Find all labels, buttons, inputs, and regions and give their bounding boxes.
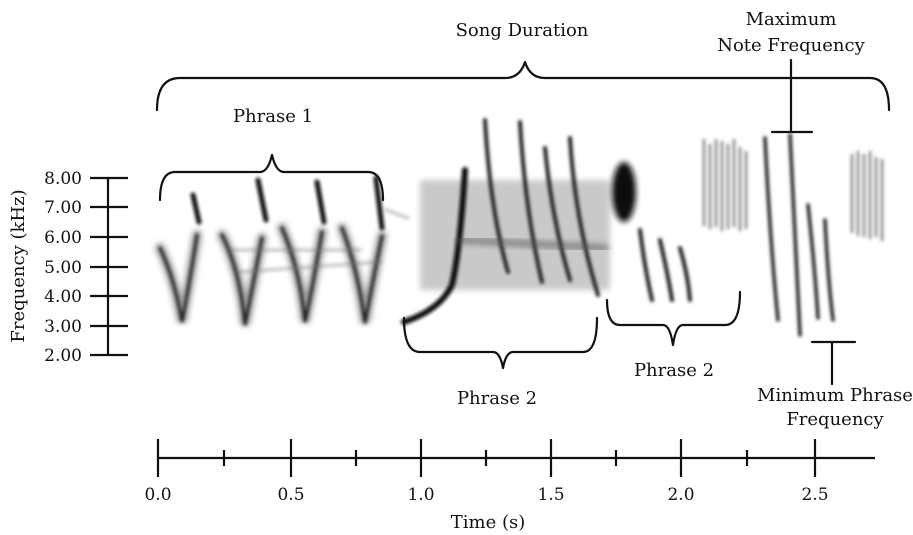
y-tick-label: 8.00	[44, 169, 82, 189]
y-tick-label: 3.00	[44, 317, 82, 337]
y-tick-label: 2.00	[44, 346, 82, 366]
y-tick-label: 4.00	[44, 287, 82, 307]
phrase2-first-bracket	[402, 316, 599, 370]
phrase2-first-label: Phrase 2	[457, 388, 537, 409]
phrase1-label: Phrase 1	[233, 106, 313, 127]
x-tick-label: 1.5	[537, 485, 564, 505]
annotation-labels: Song Duration Maximum Note Frequency Phr…	[233, 9, 913, 430]
phrase-final-notes	[763, 133, 884, 337]
x-axis: 0.0 0.5 1.0 1.5 2.0 2.5 Time (s)	[144, 439, 875, 533]
phrase1-notes	[155, 175, 410, 326]
y-axis: 8.00 7.00 6.00 5.00 4.00 3.00 2.00 Frequ…	[8, 169, 128, 366]
phrase2-first-notes	[401, 118, 610, 325]
spectrogram-image	[155, 118, 884, 337]
phrase2-second-label: Phrase 2	[634, 360, 714, 381]
song-duration-bracket	[155, 60, 891, 112]
phrase2-second-notes	[612, 138, 748, 302]
x-axis-title: Time (s)	[451, 512, 526, 533]
x-tick-label: 1.0	[407, 485, 434, 505]
y-tick-label: 7.00	[44, 198, 82, 218]
y-axis-title: Frequency (kHz)	[8, 189, 29, 342]
y-tick-label: 6.00	[44, 228, 82, 248]
x-tick-label: 2.5	[801, 485, 828, 505]
phrase1-bracket	[158, 153, 385, 202]
y-tick-label: 5.00	[44, 258, 82, 278]
min-phrase-marker	[810, 340, 857, 386]
song-duration-label: Song Duration	[456, 20, 589, 41]
annotation-brackets	[155, 58, 891, 386]
max-note-label-line2: Note Frequency	[717, 35, 865, 56]
x-axis-ticks	[156, 439, 817, 477]
x-tick-label: 2.0	[667, 485, 694, 505]
x-axis-tick-labels: 0.0 0.5 1.0 1.5 2.0 2.5	[144, 485, 828, 505]
max-note-label-line1: Maximum	[746, 9, 837, 30]
x-tick-label: 0.5	[277, 485, 304, 505]
min-phrase-label-line1: Minimum Phrase	[757, 385, 913, 406]
min-phrase-label-line2: Frequency	[786, 409, 884, 430]
y-axis-ticks	[90, 176, 128, 357]
max-note-marker	[770, 58, 814, 134]
phrase2-second-bracket	[605, 290, 742, 347]
x-tick-label: 0.0	[144, 485, 171, 505]
y-axis-tick-labels: 8.00 7.00 6.00 5.00 4.00 3.00 2.00	[44, 169, 82, 366]
